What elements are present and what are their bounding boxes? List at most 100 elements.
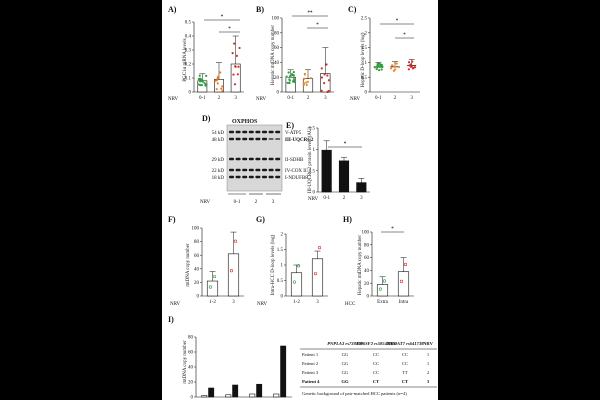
panel-b-data-point xyxy=(303,73,306,76)
figure: A) B) C) D) E) F) G) H) I) PGC1α mRNA le… xyxy=(162,0,438,400)
blot-band xyxy=(248,130,254,134)
th-tm6sf2: TM6SF2 rs58542926 xyxy=(356,341,397,346)
blot-band xyxy=(235,130,241,134)
panel-a-ytick-label: 0.3 xyxy=(185,49,192,54)
marker-54: 54 kD xyxy=(212,131,225,136)
blot-band xyxy=(262,137,267,141)
panel-b-data-point xyxy=(309,77,312,80)
panel-e-bar xyxy=(356,182,367,193)
panel-c-data-point xyxy=(407,61,411,64)
panel-i-bar xyxy=(232,384,239,398)
panel-b-data-point xyxy=(288,79,291,82)
panel-b-data-point xyxy=(285,75,288,78)
panel-f-nrv: NRV xyxy=(170,302,181,307)
blot-membrane xyxy=(226,124,283,192)
panel-g-chart: 0 0.5 1 1.5 2 1-2 3 xyxy=(277,233,328,305)
panel-f-xtick-label: 3 xyxy=(232,300,235,305)
panel-c-data-point xyxy=(407,68,410,71)
panel-b-ytick-label: 60 xyxy=(274,46,280,51)
panel-b-ylabel: Hepatic mtDNA copy number xyxy=(271,25,276,85)
panel-b-data-point xyxy=(320,89,323,92)
panel-f-ylabel: mtDNA copy number xyxy=(186,243,191,287)
panel-e-significance-star: * xyxy=(344,142,347,147)
panel-a-data-point xyxy=(236,73,239,76)
panel-b-data-point xyxy=(289,75,292,78)
panel-c-xtick-label: 0-1 xyxy=(375,96,382,101)
panel-b-data-point xyxy=(323,82,326,85)
panel-c-ytick-label: 0 xyxy=(365,91,368,96)
blot-band xyxy=(235,175,241,179)
blot-band xyxy=(229,168,234,172)
panel-i-label: I) xyxy=(168,315,174,324)
panel-c-xtick-label: 2 xyxy=(394,96,397,101)
blot-band xyxy=(275,175,281,179)
panel-b-ytick-label: 0 xyxy=(277,91,280,96)
panel-a-data-point xyxy=(215,88,218,91)
blot-band xyxy=(268,130,274,134)
panel-i-bar xyxy=(249,393,256,398)
panel-h-ytick-label: 80 xyxy=(364,243,370,248)
panel-c-chart: 0 0.5 1 1.5 2 2.5 0-1 2 3 * * xyxy=(361,17,420,101)
blot-band xyxy=(255,168,261,172)
panel-a-data-point xyxy=(233,83,237,86)
panel-h-xtick-label: Extra xyxy=(377,300,389,305)
panel-c-data-point xyxy=(408,64,411,67)
panel-a-ytick-label: 0.1 xyxy=(185,77,192,82)
blot-band xyxy=(242,175,248,179)
table-cell: CC xyxy=(402,361,408,366)
panel-a-data-point xyxy=(199,80,202,83)
panel-f-data-point xyxy=(233,239,238,243)
blot-band xyxy=(248,168,254,172)
panel-b-data-point xyxy=(305,81,308,84)
panel-f-ytick-label: 0 xyxy=(197,295,200,300)
blot-band xyxy=(275,138,281,140)
panel-i-ytick-label: 0 xyxy=(191,396,194,400)
blot-band xyxy=(242,168,248,172)
panel-i-ytick-label: 60 xyxy=(188,351,194,356)
blot-band xyxy=(242,130,248,134)
table-caption: Genetic background of pair-matched HCC p… xyxy=(302,391,407,396)
marker-29: 29 kD xyxy=(212,158,225,163)
th-mboat7: MBOAT7 rs641738 xyxy=(386,341,425,346)
panel-f-ytick-label: 100 xyxy=(192,227,200,232)
genotype-table: PNPLA3 rs738409 TM6SF2 rs58542926 MBOAT7… xyxy=(300,341,437,396)
panel-f-data-point xyxy=(208,285,213,289)
panel-a-label: A) xyxy=(168,5,177,14)
panel-g-ylabel: Intra-HCC D-loop levels (log) xyxy=(271,234,276,295)
panel-a-chart: 0 0.1 0.2 0.3 0.4 0.5 0-1 2 3 * * xyxy=(185,15,244,101)
panel-c-data-point xyxy=(394,61,397,65)
panel-b-data-point xyxy=(303,77,306,80)
panel-b-data-point xyxy=(320,76,324,79)
panel-b-ytick-label: 80 xyxy=(274,31,280,36)
panel-a-xtick-label: 2 xyxy=(218,96,221,101)
panel-f-ytick-label: 60 xyxy=(194,254,200,259)
table-cell: 1 xyxy=(427,352,430,357)
panel-b-nrv: NRV xyxy=(256,97,267,102)
panel-b-xtick-label: 0-1 xyxy=(287,96,294,101)
panel-c-data-point xyxy=(373,66,376,69)
panel-b-ytick-label: 20 xyxy=(274,76,280,81)
panel-b-xtick-label: 2 xyxy=(307,96,310,101)
th-nrv: NRV xyxy=(423,341,433,346)
panel-e-chart: 0 0.5 1 1.5 0-1 2 3 * xyxy=(309,127,370,201)
panel-e-ytick-label: 0 xyxy=(313,191,316,196)
panel-a-significance-star: * xyxy=(228,27,231,32)
panel-h-bar xyxy=(376,284,389,297)
panel-i-bar xyxy=(208,387,215,398)
panel-a-ytick-label: 0.5 xyxy=(185,21,192,26)
panel-h-significance-star: * xyxy=(391,227,394,232)
panel-a-xtick-label: 3 xyxy=(234,96,237,101)
panel-c-significance-star: * xyxy=(396,19,399,24)
panel-b-data-point xyxy=(288,81,291,85)
panel-a-data-point xyxy=(197,83,200,86)
blot-band xyxy=(255,137,261,141)
table-cell: Patient 1 xyxy=(302,352,319,357)
panel-a-significance-star: * xyxy=(221,15,224,20)
panel-b-xtick-label: 3 xyxy=(324,96,327,101)
panel-i-bar xyxy=(280,345,287,398)
panel-i-bar xyxy=(225,394,232,398)
panel-c-ytick-label: 0.5 xyxy=(361,76,368,81)
panel-f-xtick-label: 1-2 xyxy=(209,300,216,305)
panel-f-bar xyxy=(227,253,240,297)
panel-b-ytick-label: 100 xyxy=(272,17,280,22)
